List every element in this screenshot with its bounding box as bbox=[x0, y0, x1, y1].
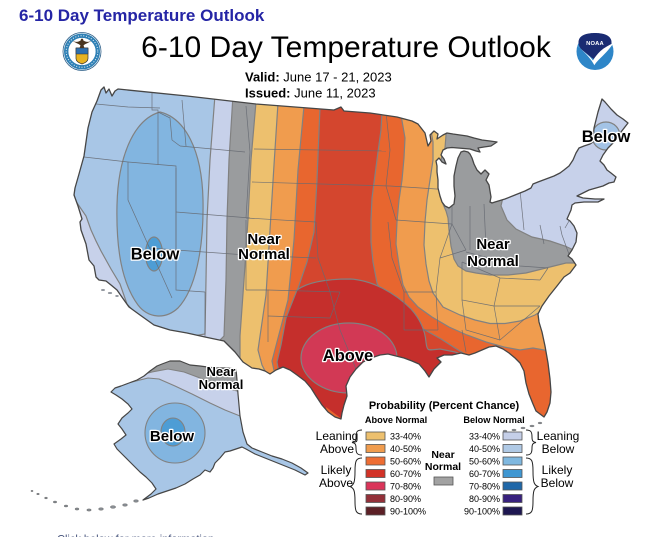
svg-text:Issued: June 11, 2023: Issued: June 11, 2023 bbox=[245, 86, 376, 101]
svg-text:80-90%: 80-90% bbox=[390, 494, 421, 504]
svg-text:Leaning: Leaning bbox=[316, 429, 359, 443]
svg-text:Below: Below bbox=[542, 442, 575, 456]
svg-text:Valid: June 17 - 21, 2023: Valid: June 17 - 21, 2023 bbox=[245, 70, 392, 85]
svg-text:70-80%: 70-80% bbox=[469, 482, 500, 492]
svg-text:50-60%: 50-60% bbox=[469, 457, 500, 467]
svg-text:NOAA: NOAA bbox=[586, 41, 604, 47]
svg-text:Below: Below bbox=[541, 476, 574, 490]
svg-text:Below: Below bbox=[131, 246, 180, 264]
svg-text:Normal: Normal bbox=[199, 377, 244, 392]
svg-text:Above: Above bbox=[323, 347, 373, 365]
svg-text:Leaning: Leaning bbox=[537, 429, 580, 443]
svg-text:Below: Below bbox=[582, 128, 631, 146]
svg-text:60-70%: 60-70% bbox=[390, 469, 421, 479]
svg-text:Near: Near bbox=[247, 231, 281, 248]
svg-text:Below Normal: Below Normal bbox=[463, 415, 524, 425]
svg-text:50-60%: 50-60% bbox=[390, 457, 421, 467]
svg-text:Click below for more informati: Click below for more information bbox=[57, 534, 214, 537]
svg-text:Above: Above bbox=[320, 442, 354, 456]
svg-text:60-70%: 60-70% bbox=[469, 469, 500, 479]
svg-text:Near: Near bbox=[476, 236, 510, 253]
svg-text:Likely: Likely bbox=[321, 463, 352, 477]
svg-text:40-50%: 40-50% bbox=[469, 444, 500, 454]
svg-text:Below: Below bbox=[150, 428, 195, 445]
svg-text:Normal: Normal bbox=[238, 246, 290, 263]
svg-text:Near: Near bbox=[431, 449, 454, 461]
svg-text:6-10 Day Temperature Outlook: 6-10 Day Temperature Outlook bbox=[141, 31, 552, 64]
svg-text:Above: Above bbox=[319, 476, 353, 490]
svg-text:Near: Near bbox=[207, 364, 236, 379]
svg-text:Normal: Normal bbox=[467, 253, 519, 270]
svg-text:90-100%: 90-100% bbox=[464, 507, 500, 517]
svg-text:80-90%: 80-90% bbox=[469, 494, 500, 504]
svg-text:40-50%: 40-50% bbox=[390, 444, 421, 454]
svg-text:Probability (Percent Chance): Probability (Percent Chance) bbox=[369, 400, 520, 412]
svg-text:33-40%: 33-40% bbox=[390, 432, 421, 442]
svg-text:6-10 Day Temperature Outlook: 6-10 Day Temperature Outlook bbox=[19, 6, 265, 25]
svg-text:90-100%: 90-100% bbox=[390, 507, 426, 517]
svg-text:33-40%: 33-40% bbox=[469, 432, 500, 442]
svg-text:Normal: Normal bbox=[425, 461, 461, 473]
svg-text:70-80%: 70-80% bbox=[390, 482, 421, 492]
svg-text:Above Normal: Above Normal bbox=[365, 415, 427, 425]
svg-text:Likely: Likely bbox=[542, 463, 573, 477]
